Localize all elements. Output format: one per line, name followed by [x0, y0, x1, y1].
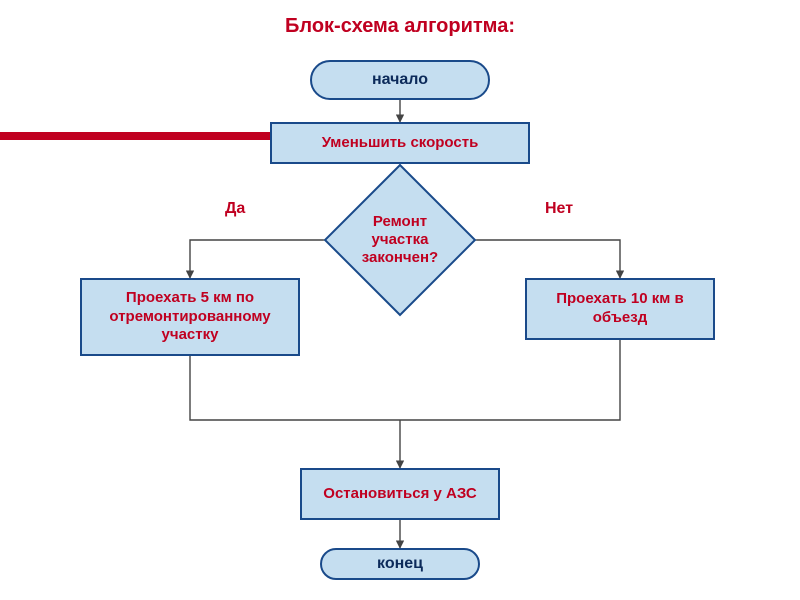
flowchart-canvas: Блок-схема алгоритма: начало Уменьшить с…: [0, 0, 800, 600]
node-reduce-speed: Уменьшить скорость: [270, 122, 530, 164]
node-decision: Ремонт участка закончен?: [346, 186, 454, 294]
node-stop-label: Остановиться у АЗС: [323, 485, 476, 504]
diagram-title: Блок-схема алгоритма:: [0, 15, 800, 38]
edge-label-yes: Да: [225, 200, 245, 218]
accent-bar: [0, 132, 270, 140]
node-stop-azs: Остановиться у АЗС: [300, 468, 500, 520]
node-decision-label: Ремонт участка закончен?: [362, 213, 438, 267]
edge-label-no: Нет: [545, 200, 573, 218]
node-end: конец: [320, 548, 480, 580]
node-start-label: начало: [372, 71, 428, 89]
node-drive-10km: Проехать 10 км в объезд: [525, 278, 715, 340]
node-start: начало: [310, 60, 490, 100]
node-drive-10km-label: Проехать 10 км в объезд: [535, 290, 705, 328]
node-drive-5km: Проехать 5 км по отремонтированному учас…: [80, 278, 300, 356]
node-end-label: конец: [377, 555, 423, 573]
node-drive-5km-label: Проехать 5 км по отремонтированному учас…: [90, 289, 290, 345]
node-reduce-label: Уменьшить скорость: [322, 134, 479, 153]
